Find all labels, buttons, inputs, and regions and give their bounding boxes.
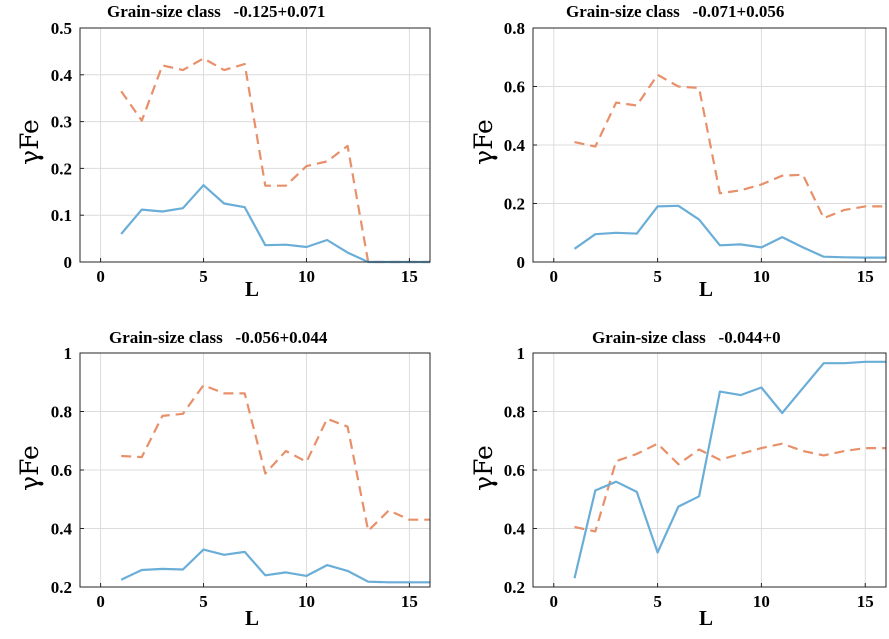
x-axis-label: L	[699, 606, 713, 630]
y-axis-label: γFe	[15, 119, 44, 165]
dashed-series-line	[574, 73, 886, 220]
x-tick-label: 5	[199, 267, 208, 286]
y-tick-label: 0.8	[504, 403, 525, 422]
y-tick-label: 1	[64, 344, 73, 363]
chart-panel-4: 0 5 10 15 0.2 0.4 0.6 0.8 1 Grain-size class -0.0…	[469, 328, 887, 630]
x-tick-label: 10	[753, 592, 770, 611]
x-tick-label: 0	[550, 592, 559, 611]
x-tick-label: 0	[96, 267, 105, 286]
solid-series-line	[573, 204, 886, 259]
x-tick-label: 15	[401, 267, 418, 286]
y-tick-label: 0	[517, 253, 526, 272]
dashed-series-line	[121, 384, 430, 532]
x-tick-label: 10	[298, 267, 315, 286]
y-tick-label: 1	[517, 344, 526, 363]
x-tick-label: 15	[401, 592, 418, 611]
solid-series-line	[120, 548, 430, 584]
y-tick-label: 0	[64, 253, 73, 272]
axes-frame	[79, 27, 431, 263]
y-tick-label: 0.4	[51, 66, 73, 85]
chart-title: Grain-size class -0.044+0	[592, 328, 781, 347]
chart-title: Grain-size class -0.125+0.071	[107, 2, 325, 21]
y-tick-label: 0.2	[51, 578, 72, 597]
y-tick-label: 0.6	[504, 78, 525, 97]
y-tick-label: 0.4	[51, 520, 73, 539]
x-axis-label: L	[245, 606, 259, 630]
x-axis-label: L	[245, 277, 259, 301]
x-tick-label: 15	[857, 592, 874, 611]
y-tick-label: 0.6	[51, 461, 72, 480]
y-tick-label: 0.2	[504, 195, 525, 214]
plot-area	[80, 28, 430, 262]
x-tick-label: 5	[653, 267, 662, 286]
y-tick-label: 0.3	[51, 113, 72, 132]
y-axis-label: γFe	[469, 445, 498, 491]
y-tick-label: 0.4	[504, 136, 526, 155]
solid-series-line	[573, 360, 886, 579]
x-tick-label: 5	[653, 592, 662, 611]
chart-panel-2: 0 5 10 15 0 0.2 0.4 0.6 0.8 Grain-size class -0.0…	[469, 2, 887, 301]
y-tick-label: 0.6	[504, 461, 525, 480]
chart-title: Grain-size class -0.071+0.056	[566, 2, 784, 21]
x-tick-label: 5	[199, 592, 208, 611]
chart-panel-1: 0 5 10 15 0 0.1 0.2 0.3 0.4 0.5 Grain-size class -…	[15, 2, 431, 301]
y-tick-label: 0.4	[504, 520, 526, 539]
y-tick-label: 0.8	[51, 403, 72, 422]
chart-panel-3: 0 5 10 15 0.2 0.4 0.6 0.8 1 Grain-size class -0.0…	[15, 328, 431, 630]
y-tick-label: 0.2	[504, 578, 525, 597]
x-tick-label: 10	[298, 592, 315, 611]
y-tick-label: 0.8	[504, 19, 525, 38]
dashed-series-line	[574, 442, 886, 533]
x-tick-label: 10	[753, 267, 770, 286]
y-axis-label: γFe	[15, 445, 44, 491]
x-tick-label: 15	[857, 267, 874, 286]
y-tick-label: 0.1	[51, 206, 72, 225]
x-axis-label: L	[699, 277, 713, 301]
chart-title: Grain-size class -0.056+0.044	[109, 328, 328, 347]
x-tick-label: 0	[96, 592, 105, 611]
y-tick-label: 0.5	[51, 19, 72, 38]
y-axis-label: γFe	[469, 119, 498, 165]
x-tick-label: 0	[550, 267, 559, 286]
y-tick-label: 0.2	[51, 159, 72, 178]
